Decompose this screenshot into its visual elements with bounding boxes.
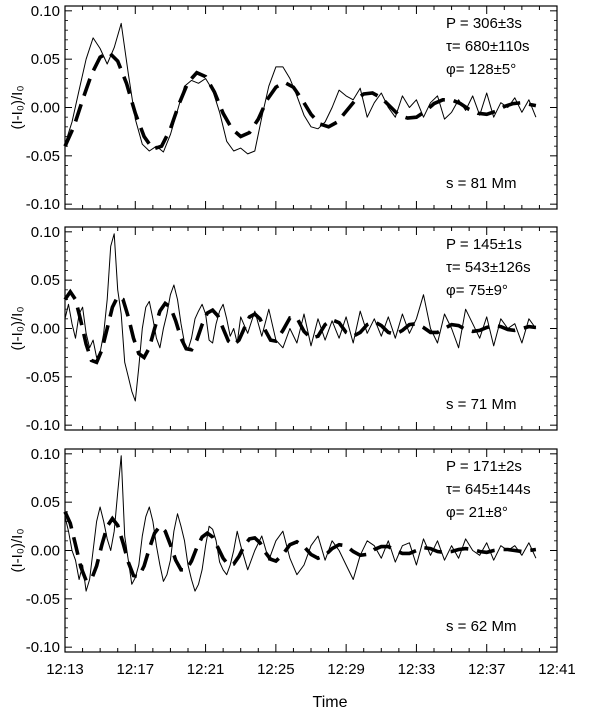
panel-1-damping-annotation: τ= 680±110s bbox=[446, 38, 530, 55]
x-axis-label: Time bbox=[313, 694, 348, 711]
panel-3-ytick-label: 0.10 bbox=[31, 446, 60, 463]
panel-2-ytick-label: -0.05 bbox=[26, 369, 60, 386]
xtick-label: 12:29 bbox=[327, 661, 365, 678]
panel-1-ytick-label: -0.05 bbox=[26, 148, 60, 165]
panel-1-ytick-label: 0.05 bbox=[31, 51, 60, 68]
panel-3-frame bbox=[64, 448, 558, 653]
panel-3-ylabel: (I-I₀)/I₀ bbox=[9, 528, 26, 572]
panel-3: -0.10 -0.05 0.00 0.05 0.10 12:13 12:17 12:21 12:… bbox=[9, 446, 576, 711]
panel-1-frame bbox=[64, 5, 558, 210]
panel-2-ytick-label: 0.00 bbox=[31, 321, 60, 338]
panel-1-ytick-label: 0.10 bbox=[31, 3, 60, 20]
xtick-label: 12:17 bbox=[117, 661, 155, 678]
panel-1-ylabel: (I-I₀)/I₀ bbox=[9, 85, 26, 129]
panel-3-ytick-label: 0.05 bbox=[31, 494, 60, 511]
panel-2-fit-curve bbox=[63, 288, 537, 365]
panel-2-frame bbox=[64, 226, 558, 431]
xtick-label: 12:21 bbox=[187, 661, 225, 678]
panel-3-damping-annotation: τ= 645±144s bbox=[446, 481, 531, 498]
panel-3-ytick-label: -0.10 bbox=[26, 639, 60, 656]
xtick-label: 12:37 bbox=[468, 661, 506, 678]
panel-1-fit-curve bbox=[63, 50, 537, 152]
panel-2-ytick-label: 0.10 bbox=[31, 224, 60, 241]
xtick-label: 12:41 bbox=[538, 661, 576, 678]
panel-3-position-annotation: s = 62 Mm bbox=[446, 618, 516, 635]
panel-1: -0.10 -0.05 0.00 0.05 0.10 (I-I₀)/I₀ P = 306… bbox=[9, 3, 558, 213]
panel-3-ytick-label: -0.05 bbox=[26, 591, 60, 608]
panel-1-ticks: -0.10 -0.05 0.00 0.05 0.10 bbox=[26, 3, 558, 213]
panel-1-ytick-label: -0.10 bbox=[26, 196, 60, 213]
panel-3-intensity-curve bbox=[64, 455, 537, 592]
panel-2-phase-annotation: φ= 75±9° bbox=[446, 282, 508, 299]
panel-2-ytick-label: -0.10 bbox=[26, 417, 60, 434]
panel-1-phase-annotation: φ= 128±5° bbox=[446, 61, 516, 78]
panel-3-fit-curve bbox=[63, 511, 537, 583]
panel-2-intensity-curve bbox=[64, 233, 537, 402]
panel-2-period-annotation: P = 145±1s bbox=[446, 236, 522, 253]
panel-2: -0.10 -0.05 0.00 0.05 0.10 (I-I₀)/I₀ P = 145… bbox=[9, 224, 558, 434]
panel-1-position-annotation: s = 81 Mm bbox=[446, 175, 516, 192]
panel-2-ticks: -0.10 -0.05 0.00 0.05 0.10 bbox=[26, 224, 558, 434]
panel-2-position-annotation: s = 71 Mm bbox=[446, 396, 516, 413]
panel-2-ylabel: (I-I₀)/I₀ bbox=[9, 306, 26, 350]
panel-3-ytick-label: 0.00 bbox=[31, 543, 60, 560]
panel-2-damping-annotation: τ= 543±126s bbox=[446, 259, 531, 276]
panel-3-series bbox=[63, 455, 537, 592]
panel-3-period-annotation: P = 171±2s bbox=[446, 458, 522, 475]
panel-1-series bbox=[63, 22, 537, 155]
xtick-label: 12:13 bbox=[46, 661, 84, 678]
panel-1-ytick-label: 0.00 bbox=[31, 100, 60, 117]
xtick-label: 12:25 bbox=[257, 661, 295, 678]
panel-3-ticks: -0.10 -0.05 0.00 0.05 0.10 12:13 12:17 12:21 12:… bbox=[26, 446, 576, 678]
panel-2-ytick-label: 0.05 bbox=[31, 272, 60, 289]
panel-3-phase-annotation: φ= 21±8° bbox=[446, 504, 508, 521]
panel-2-series bbox=[63, 233, 537, 402]
xtick-label: 12:33 bbox=[398, 661, 436, 678]
panel-1-period-annotation: P = 306±3s bbox=[446, 15, 522, 32]
